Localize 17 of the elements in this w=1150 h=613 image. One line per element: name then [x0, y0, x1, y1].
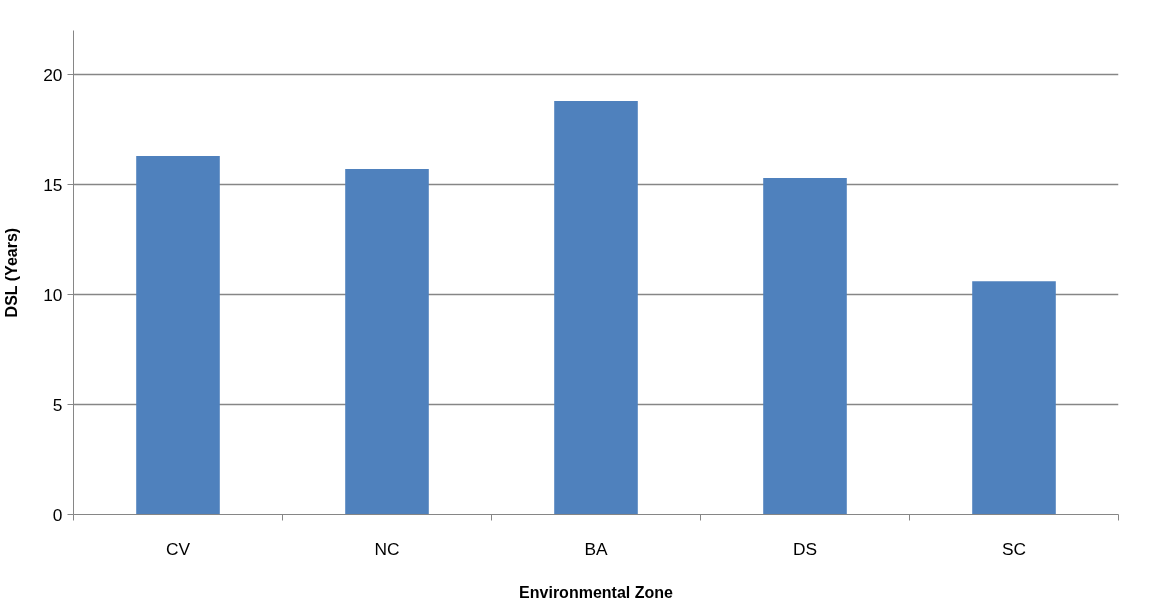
- x-tick-label: SC: [1001, 538, 1027, 559]
- x-axis-title: Environmental Zone: [519, 583, 673, 601]
- bar: [763, 177, 847, 515]
- y-tick-label: 10: [43, 284, 63, 305]
- y-tick-label: 5: [52, 394, 63, 415]
- bar: [972, 281, 1056, 515]
- x-tick-label: DS: [792, 538, 818, 559]
- y-axis-title: DSL (Years): [3, 227, 21, 318]
- bar: [554, 100, 638, 515]
- bar: [136, 155, 220, 515]
- y-tick-label: 0: [52, 504, 63, 525]
- bar: [345, 169, 429, 515]
- y-tick-label: 20: [43, 64, 63, 85]
- x-tick-label: BA: [584, 538, 608, 559]
- y-tick-label: 15: [43, 174, 63, 195]
- x-tick-label: CV: [165, 538, 191, 559]
- x-tick-label: NC: [374, 538, 400, 559]
